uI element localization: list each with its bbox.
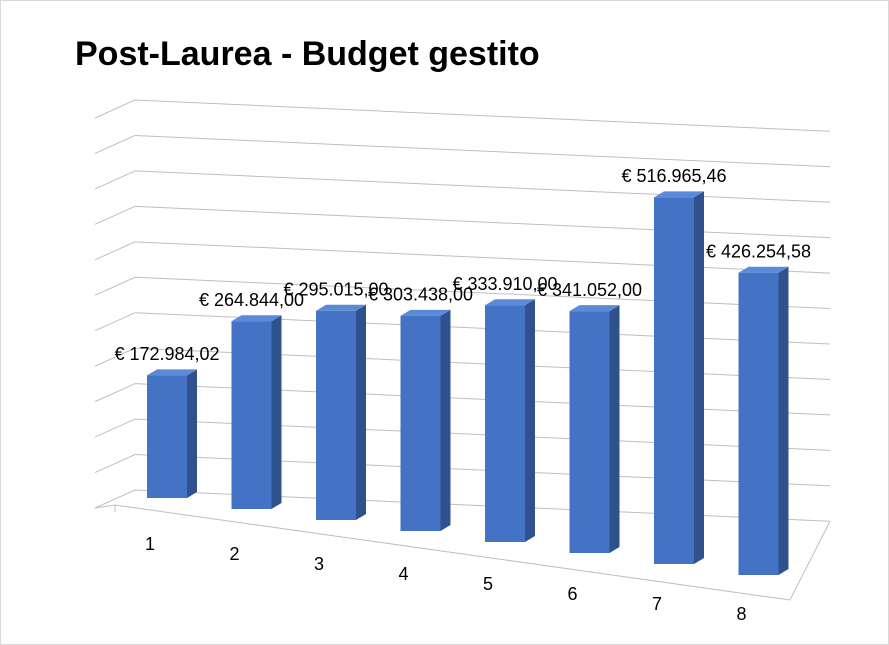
bar	[231, 321, 272, 509]
data-label: € 516.965,46	[621, 166, 726, 186]
bar-side	[609, 305, 620, 553]
x-tick-label: 2	[229, 544, 239, 564]
bar	[316, 310, 356, 520]
data-label: € 172.984,02	[114, 344, 219, 364]
data-label: € 426.254,58	[706, 241, 811, 261]
bar	[569, 311, 610, 553]
bar	[738, 272, 779, 575]
bar-side	[440, 309, 451, 531]
data-label: € 333.910,00	[452, 274, 557, 294]
bar-side	[525, 299, 535, 542]
bar-top	[569, 305, 620, 312]
x-tick-label: 1	[145, 534, 155, 554]
bar-top	[400, 309, 451, 316]
chart-title: Post-Laurea - Budget gestito	[75, 35, 540, 73]
data-label: € 303.438,00	[368, 285, 473, 305]
x-tick-label: 3	[314, 554, 324, 574]
data-label: € 341.052,00	[537, 280, 642, 300]
bar-side	[187, 369, 197, 498]
bar-top	[485, 299, 535, 306]
bar	[400, 315, 441, 531]
bar	[485, 305, 525, 542]
x-tick-label: 4	[398, 564, 408, 584]
grid-line	[94, 134, 831, 168]
x-tick-label: 6	[567, 584, 577, 604]
x-tick-label: 5	[483, 574, 493, 594]
bar-side	[694, 191, 704, 564]
bar-side	[356, 304, 366, 520]
grid-line	[94, 170, 831, 203]
x-tick-label: 8	[736, 604, 746, 624]
grid-line	[94, 99, 831, 132]
bar-top	[147, 369, 197, 376]
floor	[94, 504, 831, 601]
bar-side	[778, 266, 789, 575]
bar-side	[271, 315, 282, 509]
data-label: € 295.015,00	[283, 280, 388, 300]
bar	[654, 197, 694, 564]
bars: € 172.984,02 1 € 264.844,00 2 € 295.015,00 3 €…	[114, 166, 811, 624]
bar-top	[316, 304, 366, 311]
bar-top	[654, 191, 704, 198]
data-label: € 264.844,00	[199, 290, 304, 310]
grid-line	[94, 205, 831, 239]
grid-line	[94, 276, 831, 310]
bar-top	[738, 266, 789, 273]
bar	[147, 375, 187, 498]
grid-line	[94, 241, 831, 274]
bar-top	[231, 315, 282, 322]
x-tick-label: 7	[652, 594, 662, 614]
